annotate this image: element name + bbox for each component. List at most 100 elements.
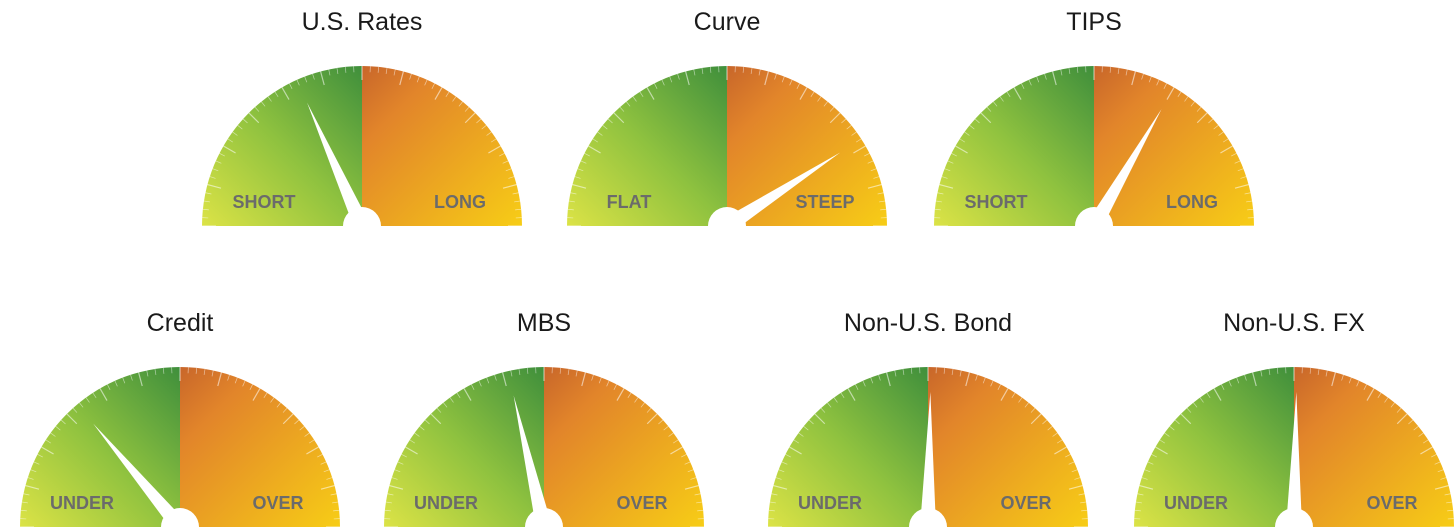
rim-tick [870, 377, 874, 384]
rim-tick [79, 402, 84, 408]
rim-tick [577, 168, 584, 172]
rim-tick [414, 432, 420, 437]
rim-tick [304, 432, 310, 437]
rim-tick [1268, 368, 1271, 375]
rim-tick [490, 138, 497, 143]
rim-tick [663, 426, 669, 431]
rim-tick [778, 469, 785, 473]
rim-tick [1222, 138, 1229, 143]
rim-tick [344, 66, 347, 73]
rim-tick [559, 367, 562, 374]
rim-tick [85, 397, 90, 403]
rim-tick [1060, 69, 1063, 76]
rim-tick [499, 153, 505, 157]
rim-tick [195, 367, 198, 374]
rim-tick [486, 131, 492, 136]
rim-tick [982, 377, 986, 384]
rim-tick [326, 477, 333, 480]
rim-tick [154, 368, 157, 375]
rim-tick [1021, 83, 1025, 89]
gauge-title: Non-U.S. FX [1223, 309, 1365, 337]
rim-tick [658, 419, 664, 425]
rim-tick [320, 461, 327, 465]
rim-tick [526, 367, 529, 374]
rim-tick [959, 138, 966, 143]
needle [722, 152, 841, 233]
rim-tick [223, 145, 236, 154]
rim-tick [1052, 71, 1057, 86]
rim-tick [1276, 367, 1279, 374]
rim-tick [823, 101, 828, 107]
rim-tick [401, 454, 407, 458]
rim-tick [1068, 67, 1071, 74]
rim-tick [769, 501, 776, 504]
rim-tick [742, 66, 745, 73]
rim-tick [333, 509, 340, 512]
rim-tick [937, 192, 944, 195]
rim-tick [261, 101, 266, 107]
rim-tick [320, 71, 325, 86]
rim-tick [814, 413, 826, 425]
gauge-left-half [768, 367, 928, 527]
rim-tick [1156, 79, 1160, 86]
rim-tick [1434, 485, 1449, 490]
rim-tick [775, 477, 782, 480]
rim-tick [1213, 388, 1222, 401]
rim-tick [434, 87, 443, 100]
rim-tick [943, 367, 946, 374]
rim-tick [330, 493, 337, 496]
rim-tick [902, 368, 905, 375]
rim-tick [1422, 439, 1429, 444]
right-label: LONG [1166, 192, 1218, 212]
rim-tick [41, 446, 54, 455]
rim-tick [449, 397, 454, 403]
gauge: MBS UNDER OVER [384, 309, 704, 527]
gauge-left-half [384, 367, 544, 527]
rim-tick [263, 392, 268, 399]
rim-tick [1042, 419, 1048, 425]
rim-tick [793, 439, 800, 444]
rim-tick [999, 96, 1004, 102]
gauge-right-half [180, 367, 340, 527]
left-label: FLAT [607, 192, 652, 212]
rim-tick [445, 91, 450, 98]
left-label: UNDER [50, 493, 114, 513]
rim-tick [789, 79, 793, 86]
rim-tick [1186, 407, 1192, 413]
rim-tick [207, 184, 222, 189]
left-label: UNDER [1164, 493, 1228, 513]
left-label: UNDER [414, 493, 478, 513]
rim-tick [1056, 439, 1063, 444]
rim-tick [1348, 377, 1352, 384]
rim-tick [66, 413, 78, 425]
rim-tick [1247, 208, 1254, 211]
rim-tick [203, 200, 210, 203]
rim-tick [694, 493, 701, 496]
rim-tick [833, 397, 838, 403]
rim-tick [894, 370, 897, 377]
rim-tick [646, 413, 658, 425]
rim-tick [1177, 91, 1182, 98]
rim-tick [864, 153, 870, 157]
rim-tick [853, 145, 866, 154]
rim-tick [1144, 469, 1151, 473]
needle-hub [909, 508, 947, 527]
rim-tick [72, 407, 78, 413]
rim-tick [430, 413, 442, 425]
rim-tick [267, 96, 272, 102]
gauge-title: Curve [694, 8, 761, 36]
rim-tick [242, 118, 248, 124]
rim-tick [1180, 413, 1192, 425]
rim-tick [1246, 200, 1253, 203]
rim-tick [1011, 392, 1016, 399]
rim-tick [1078, 493, 1085, 496]
rim-tick [130, 374, 133, 381]
gauge-title: MBS [517, 309, 571, 337]
rim-tick [45, 439, 52, 444]
rim-tick [684, 485, 699, 490]
rim-tick [242, 380, 246, 387]
gauge-right-half [1294, 367, 1454, 527]
gauge: Non-U.S. Bond UNDER OVER [768, 309, 1088, 527]
rim-tick [391, 477, 398, 480]
rim-tick [385, 67, 388, 74]
